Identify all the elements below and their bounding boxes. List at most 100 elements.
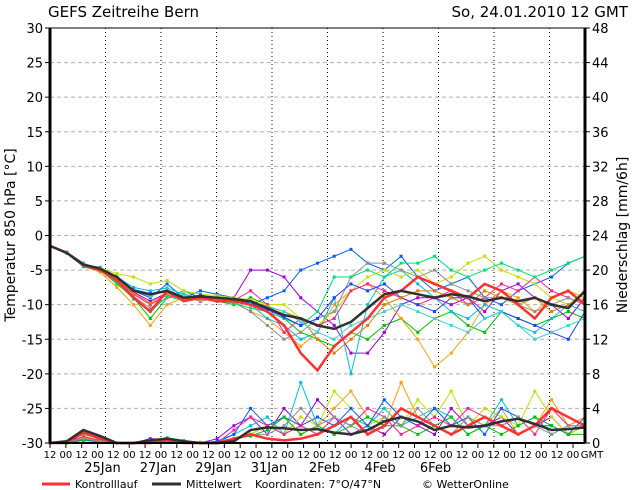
temp-member-line-point — [399, 317, 403, 320]
precip-member-line-point — [516, 424, 520, 428]
y2-tick-label: 8 — [592, 368, 600, 383]
temp-member-line-point — [249, 296, 253, 300]
temp-member-line-point — [232, 301, 236, 305]
precip-member-line-point — [265, 432, 269, 436]
precip-member-line-point — [433, 406, 437, 410]
temp-member-line-point — [366, 275, 370, 279]
temp-member-line-point — [550, 268, 554, 272]
precip-member-line-point — [282, 424, 286, 428]
temp-member-line-point — [198, 293, 202, 297]
temp-member-line-point — [466, 317, 470, 320]
temp-member-line-point — [382, 282, 386, 286]
temp-member-line-point — [449, 323, 453, 327]
temp-member-line-point — [533, 323, 537, 327]
temp-member-line-point — [148, 282, 152, 286]
precip-member-line-point — [416, 424, 420, 428]
x-tick-label: 00 — [535, 450, 548, 461]
temp-member-line-point — [165, 278, 169, 282]
temp-member-line-point — [148, 301, 152, 305]
temp-member-line-point — [249, 289, 253, 293]
precip-member-line-point — [81, 438, 85, 442]
precip-member-line-point — [215, 439, 219, 443]
legend-mean-label: Mittelwert — [186, 478, 242, 490]
precip-member-line-point — [332, 432, 336, 436]
precip-member-line-point — [332, 406, 336, 410]
precip-member-line-point — [249, 406, 253, 410]
date-label: 25Jan — [84, 461, 121, 476]
temp-member-line-point — [148, 306, 152, 310]
y2-tick-label: 28 — [592, 195, 609, 210]
date-label: 2Feb — [309, 461, 340, 476]
temp-member-line-point — [182, 294, 186, 298]
x-tick-label: 00 — [472, 450, 485, 461]
temp-member-line-point — [282, 337, 286, 341]
temp-member-line-point — [449, 268, 453, 272]
temp-member-line-point — [332, 303, 336, 307]
precip-member-line-point — [516, 415, 520, 419]
x-tick-label: 12 — [392, 450, 405, 461]
precip-member-line-point — [382, 406, 386, 410]
precip-member-line-point — [366, 424, 370, 428]
temp-member-line-point — [265, 323, 269, 327]
x-tick-label: 12 — [519, 450, 532, 461]
y-tick-label: -5 — [30, 264, 43, 279]
temp-control-line — [49, 244, 586, 373]
precip-member-line-point — [466, 406, 470, 410]
precip-member-line-point — [382, 415, 386, 419]
temp-member-line-point — [516, 317, 520, 320]
temp-member-line-point — [416, 296, 420, 300]
temp-member-line-point — [349, 351, 353, 355]
y-tick-label: -20 — [22, 368, 43, 383]
temp-member-line-point — [483, 330, 487, 334]
temp-member-line-point — [366, 289, 370, 293]
x-tick-label: 00 — [186, 450, 199, 461]
temp-member-line-point — [366, 268, 370, 272]
temp-member-line-point — [215, 297, 219, 301]
x-tick-label: 12 — [297, 450, 310, 461]
temp-member-line-point — [449, 310, 453, 314]
temp-member-line-point — [132, 291, 136, 295]
axes: 302520151050-5-10-15-20-25-3048444036322… — [22, 22, 609, 476]
y-tick-label: -25 — [22, 402, 43, 417]
temp-member-line-point — [366, 351, 370, 355]
temp-member-line-point — [566, 323, 570, 327]
x-tick-label: 00 — [503, 450, 516, 461]
precip-member-line-point — [366, 415, 370, 419]
precip-member-line-point — [416, 406, 420, 410]
temp-member-line-point — [299, 337, 303, 341]
y-tick-label: 15 — [26, 126, 43, 141]
temp-member-line-point — [466, 261, 470, 265]
precip-member-line-point — [483, 432, 487, 436]
precip-mean-line — [49, 415, 586, 445]
temp-member-line-point — [416, 289, 420, 293]
x-tick-label: 12 — [551, 450, 564, 461]
x-tick-label: 12 — [107, 450, 120, 461]
temp-member-line-point — [533, 310, 537, 314]
temp-member-line-point — [382, 275, 386, 279]
temp-member-line-point — [366, 323, 370, 327]
x-tick-label: 12 — [329, 450, 342, 461]
temp-member-line-point — [198, 289, 202, 293]
x-tick-label: 12 — [44, 450, 57, 461]
precip-member-line-point — [299, 432, 303, 436]
temp-member-line-point — [382, 330, 386, 334]
temp-member-line-point — [265, 308, 269, 312]
temp-member-line-point — [499, 261, 503, 265]
temp-member-line-point — [566, 296, 570, 300]
temp-member-line-point — [282, 303, 286, 307]
temp-member-line-point — [449, 296, 453, 300]
temp-member-line-point — [550, 330, 554, 334]
temp-member-line-point — [566, 310, 570, 314]
temp-member-line-point — [299, 268, 303, 272]
temp-member-line-point — [282, 310, 286, 314]
temp-member-line-point — [433, 289, 437, 293]
precip-member-line-point — [249, 424, 253, 428]
precip-member-line-point — [299, 415, 303, 419]
temp-member-line-point — [316, 317, 319, 320]
temp-member-line-point — [516, 289, 520, 293]
precip-member-line-point — [215, 437, 219, 441]
x-tick-label: 12 — [361, 450, 374, 461]
y-tick-label: -30 — [22, 437, 43, 452]
